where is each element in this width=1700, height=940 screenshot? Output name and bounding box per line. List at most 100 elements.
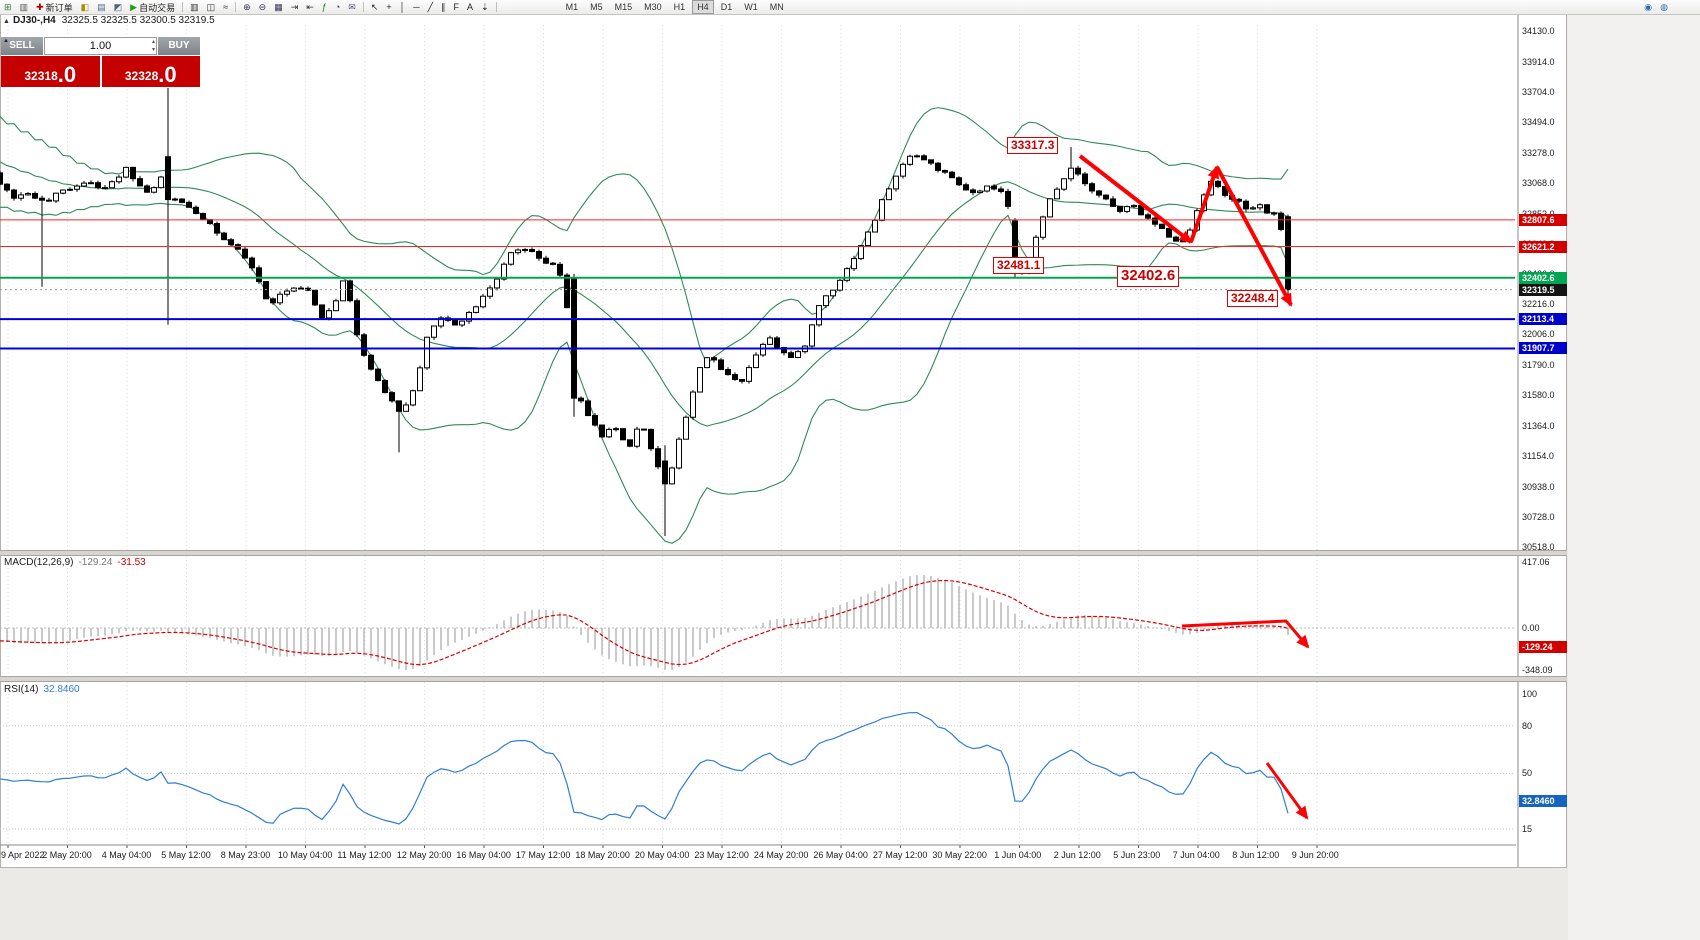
vertical-line-button[interactable]: │: [398, 1, 408, 13]
tile-windows-button[interactable]: ▦: [272, 1, 285, 13]
market-watch-button[interactable]: ◧: [79, 1, 92, 13]
cursor-button[interactable]: ↖: [369, 1, 381, 13]
fibonacci-icon: F: [453, 2, 460, 12]
rsi-value: 32.8460: [43, 684, 80, 695]
price-annotation[interactable]: 32481.1: [993, 257, 1045, 274]
new-chart-icon: ⊞: [4, 2, 12, 12]
zoom-out-button[interactable]: ⊖: [257, 1, 269, 13]
chart-expand-icon[interactable]: ▲: [3, 18, 10, 25]
trend-arrows-layer[interactable]: [1078, 154, 1310, 820]
trend-arrow[interactable]: [1181, 619, 1310, 649]
chart-shift-button[interactable]: ⇤: [304, 1, 316, 13]
rsi-name: RSI(14): [4, 684, 39, 695]
line-chart-icon: ≈: [223, 2, 229, 12]
date-tick: 9 Jun 20:00: [1291, 850, 1339, 860]
price-annotation[interactable]: 33317.3: [1007, 137, 1059, 154]
timeframe-w1-button[interactable]: W1: [744, 2, 758, 12]
autotrading-button[interactable]: ▶ 自动交易: [128, 1, 177, 13]
zoom-in-button[interactable]: ⊕: [241, 1, 253, 13]
date-tick: 18 May 20:00: [575, 850, 630, 860]
bar-chart-button[interactable]: ▥: [188, 1, 201, 13]
timeframe-m15-button[interactable]: M15: [614, 2, 633, 12]
timeframe-h1-button[interactable]: H1: [673, 2, 686, 12]
equidistant-channel-button[interactable]: ∥: [439, 1, 448, 13]
chart-canvas[interactable]: [0, 0, 1568, 868]
auto-scroll-button[interactable]: ⇥: [289, 1, 301, 13]
new-chart-button[interactable]: ⊞: [2, 1, 14, 13]
horizontal-line-button[interactable]: ─: [411, 1, 421, 13]
buy-button[interactable]: BUY: [158, 37, 200, 55]
data-window-button[interactable]: ▤: [95, 1, 108, 13]
help-icon: ◍: [1660, 2, 1668, 12]
date-tick: 10 May 04:00: [277, 850, 333, 860]
price-axis-badge: 32807.6: [1519, 213, 1567, 226]
candlestick-chart-icon: ◫: [206, 2, 216, 12]
volume-up-icon[interactable]: ▴: [151, 39, 155, 45]
buy-price-button[interactable]: 32328.0: [101, 56, 200, 87]
bollinger-bands-layer: [0, 107, 1289, 544]
fibonacci-button[interactable]: F: [452, 1, 462, 13]
collapse-trade-panel-icon[interactable]: ▲: [3, 38, 9, 44]
trend-arrow[interactable]: [1215, 166, 1293, 307]
chart-header: ▲ DJ30-,H4 32325.5 32325.5 32300.5 32319.5: [3, 15, 215, 26]
timeframe-h4-button[interactable]: H4: [692, 0, 714, 14]
help-button[interactable]: ◍: [1658, 1, 1670, 13]
new-order-button[interactable]: ✚ 新订单: [34, 1, 75, 13]
date-tick: 4 May 04:00: [101, 850, 152, 860]
price-annotation[interactable]: 32402.6: [1117, 266, 1180, 287]
date-tick: 12 May 20:00: [396, 850, 452, 860]
trend-arrow[interactable]: [1078, 154, 1193, 244]
navigator-icon: ◩: [113, 2, 123, 12]
cursor-icon: ↖: [370, 2, 379, 12]
volume-down-icon[interactable]: ▾: [151, 47, 155, 53]
date-tick: 9 Apr 2022: [1, 850, 45, 860]
timeframe-m30-button[interactable]: M30: [644, 2, 662, 12]
candlestick-chart-button[interactable]: ◫: [205, 1, 218, 13]
macd-name: MACD(12,26,9): [4, 557, 74, 568]
toolbar-separator: [235, 2, 237, 12]
trend-arrow[interactable]: [1265, 762, 1309, 820]
text-icon: A: [467, 2, 474, 12]
crosshair-button[interactable]: +: [384, 1, 393, 13]
rsi-axis-tick: 100: [1522, 689, 1538, 699]
timeframe-d1-button[interactable]: D1: [720, 2, 733, 12]
timeframe-m5-button[interactable]: M5: [590, 2, 603, 12]
rsi-panel-divider[interactable]: [0, 676, 1567, 682]
date-tick: 23 May 12:00: [694, 850, 749, 860]
rsi-label: RSI(14) 32.8460: [4, 684, 80, 695]
date-tick: 30 May 22:00: [932, 850, 987, 860]
text-button[interactable]: A: [465, 1, 475, 13]
profiles-button[interactable]: ▥: [18, 1, 31, 13]
buy-price-main: 32328: [124, 69, 159, 83]
autotrading-label: 自动交易: [139, 2, 176, 13]
sell-button[interactable]: SELL: [1, 37, 43, 55]
date-tick: 8 May 23:00: [220, 850, 271, 860]
community-button[interactable]: ◉: [1642, 1, 1654, 13]
community-icon: ◉: [1644, 2, 1653, 12]
arrows-tool-button[interactable]: ⇣: [479, 1, 491, 13]
periods-button[interactable]: ◔: [333, 1, 342, 13]
trend-arrow[interactable]: [1189, 165, 1220, 243]
timeframe-m1-button[interactable]: M1: [565, 2, 579, 12]
timeframe-mn-button[interactable]: MN: [769, 2, 784, 12]
price-annotation[interactable]: 32248.4: [1227, 290, 1279, 307]
trendline-button[interactable]: ╱: [426, 1, 435, 13]
indicators-button[interactable]: ƒ: [320, 1, 329, 13]
date-tick: 27 May 12:00: [872, 850, 928, 860]
macd-value-badge: -129.24: [1519, 640, 1567, 653]
sell-price-button[interactable]: 32318.0: [1, 56, 100, 87]
horizontal-line-icon: ─: [413, 2, 420, 12]
price-tick: 31580.0: [1522, 390, 1555, 401]
macd-panel-divider[interactable]: [0, 550, 1567, 556]
templates-button[interactable]: ✉: [346, 1, 358, 13]
volume-input[interactable]: 1.00 ▴ ▾: [44, 37, 157, 55]
navigator-button[interactable]: ◩: [112, 1, 125, 13]
line-chart-button[interactable]: ≈: [221, 1, 230, 13]
price-tick: 32216.0: [1522, 299, 1555, 310]
one-click-trading-panel: ▲ SELL 1.00 ▴ ▾ BUY 32318.0 32328.0: [1, 37, 200, 87]
price-tick: 33068.0: [1522, 177, 1555, 188]
price-tick: 33914.0: [1522, 56, 1555, 67]
price-levels-layer[interactable]: [0, 219, 1515, 350]
chart-ohlc-values: 32325.5 32325.5 32300.5 32319.5: [61, 15, 215, 26]
